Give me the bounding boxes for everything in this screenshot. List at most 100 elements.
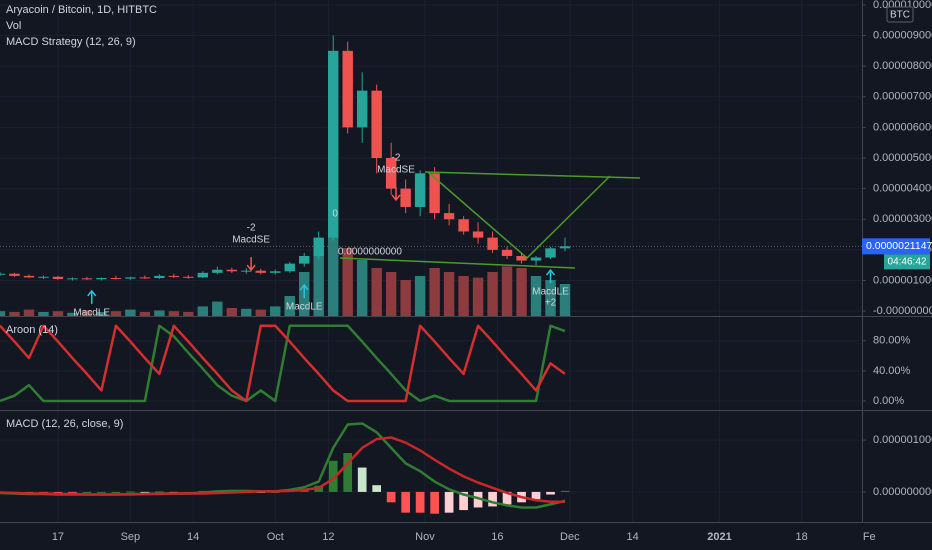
indicator-label: Vol <box>6 20 21 32</box>
candle-body <box>168 275 180 277</box>
volume-bar <box>400 280 411 316</box>
candle-body <box>385 158 397 189</box>
candle-body <box>212 269 223 273</box>
histogram-bar <box>126 491 135 493</box>
series-line <box>0 436 566 504</box>
histogram-bar <box>531 491 541 500</box>
candle-body <box>23 275 35 278</box>
y-tick-label: -0.0000000000 <box>873 305 932 317</box>
currency-badge <box>886 6 914 23</box>
y-tick-label: 0.0000010000 <box>873 434 932 446</box>
histogram-bar <box>111 491 121 493</box>
candle-body <box>197 272 209 278</box>
candle-body <box>342 50 353 128</box>
volume-bar <box>530 276 542 316</box>
candle-body <box>429 173 440 214</box>
candle-body <box>9 273 20 276</box>
volume-bar <box>96 312 107 316</box>
x-tick-label: Fe <box>863 531 876 543</box>
signal-qty: -2 <box>392 153 401 164</box>
candle-body <box>414 173 426 207</box>
volume-bar <box>154 310 165 316</box>
volume-bar <box>516 268 527 316</box>
signal-label: MacdLE <box>532 287 569 298</box>
volume-bar <box>197 306 209 316</box>
histogram-bar <box>459 491 468 511</box>
x-tick-label: 14 <box>626 531 638 543</box>
candle-body <box>154 275 165 279</box>
volume-bar <box>356 260 368 316</box>
series-line <box>0 324 566 403</box>
histogram-bar <box>343 453 353 492</box>
histogram-bar <box>82 491 92 493</box>
histogram-bar <box>444 491 454 513</box>
volume-bar <box>52 311 64 316</box>
histogram-bar <box>430 491 439 514</box>
y-tick-label: 0.0000010000 <box>873 274 932 286</box>
y-tick-label: 0.0000100000 <box>873 0 932 11</box>
y-tick-label: 0.0000040000 <box>873 183 932 195</box>
candle-body <box>530 257 542 261</box>
trend-line <box>427 171 611 260</box>
candle-body <box>255 270 266 273</box>
last-price-badge <box>862 238 930 255</box>
volume-bar <box>125 309 136 316</box>
volume-bar <box>284 296 295 316</box>
histogram-bar <box>328 460 338 492</box>
candle-body <box>183 276 194 278</box>
x-tick-label: 18 <box>796 531 808 543</box>
candle-body <box>501 249 513 256</box>
candle-body <box>110 278 122 280</box>
volume-bar <box>385 272 397 316</box>
candle-body <box>371 90 382 158</box>
candle-body <box>52 276 64 279</box>
signal-qty: +2 <box>545 298 557 309</box>
histogram-bar <box>415 491 425 513</box>
volume-bar <box>414 276 426 316</box>
volume-bar <box>241 308 252 316</box>
volume-bar <box>110 311 122 316</box>
volume-bar <box>458 276 469 316</box>
x-tick-label: 14 <box>187 531 199 543</box>
candle-body <box>125 277 136 279</box>
signal-label: MacdLE <box>286 302 323 313</box>
x-tick-label: Sep <box>121 531 141 543</box>
volume-bar <box>559 284 571 316</box>
y-tick-label: 0.0000070000 <box>873 91 932 103</box>
histogram-bar <box>473 491 483 508</box>
volume-bar <box>487 272 498 316</box>
volume-bar <box>139 312 151 316</box>
trade-label: 0.0000000000 <box>338 247 402 258</box>
volume-bar <box>371 268 382 316</box>
volume-bar <box>270 306 281 316</box>
candle-body <box>226 269 238 272</box>
volume-bar <box>429 268 440 316</box>
currency: BTC <box>890 10 910 21</box>
volume-bar <box>443 272 455 316</box>
histogram-bar <box>53 491 63 493</box>
macd-pane <box>0 411 862 522</box>
aroon-title: Aroon (14) <box>6 324 58 336</box>
histogram-bar <box>357 467 367 492</box>
candle-body <box>545 248 556 258</box>
volume-bar <box>0 311 6 316</box>
signal-arrow <box>545 268 556 284</box>
candle-body <box>284 263 295 272</box>
volume-bar <box>9 312 20 316</box>
y-tick-label: 0.0000090000 <box>873 29 932 41</box>
aroon-pane <box>0 317 862 410</box>
countdown-badge <box>884 254 930 270</box>
candle-body <box>241 270 252 272</box>
candle-body <box>400 188 411 207</box>
candle-body <box>516 255 527 261</box>
x-tick-label: 16 <box>491 531 503 543</box>
signal-arrow <box>87 289 97 304</box>
signal-arrow <box>391 186 401 202</box>
histogram-bar <box>401 491 410 513</box>
indicator-label: MACD Strategy (12, 26, 9) <box>6 36 136 48</box>
y-tick-label: 0.0000000000 <box>873 486 932 498</box>
drawings <box>339 171 641 269</box>
signal-arrow <box>299 283 309 299</box>
volume-bar <box>38 312 49 316</box>
